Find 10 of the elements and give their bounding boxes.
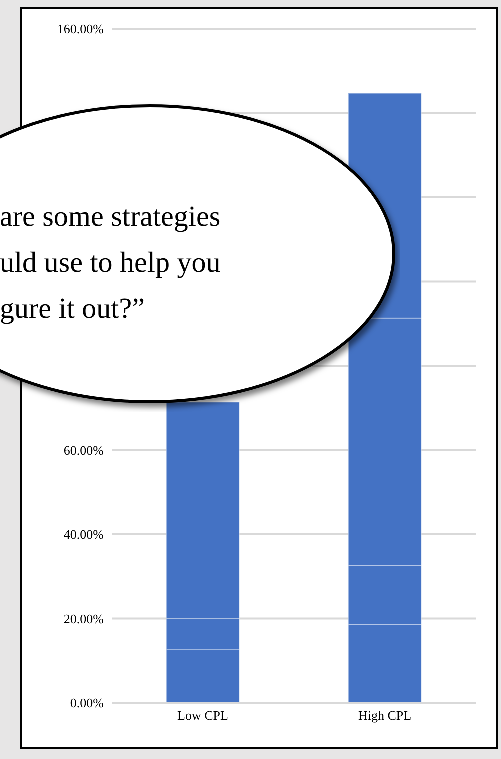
y-tick-label: 40.00% [64,527,104,542]
annotation: are some strategies [0,201,221,233]
y-tick-label: 60.00% [64,442,104,458]
annotation: uld use to help you [0,247,221,279]
y-tick-label: 0.00% [70,696,104,711]
x-tick-label: Low CPL [178,708,229,724]
y-tick-label: 20.00% [64,611,104,626]
y-tick-label: 160.00% [57,22,104,37]
x-tick-label: High CPL [358,708,412,724]
annotation: gure it out?” [0,293,145,325]
